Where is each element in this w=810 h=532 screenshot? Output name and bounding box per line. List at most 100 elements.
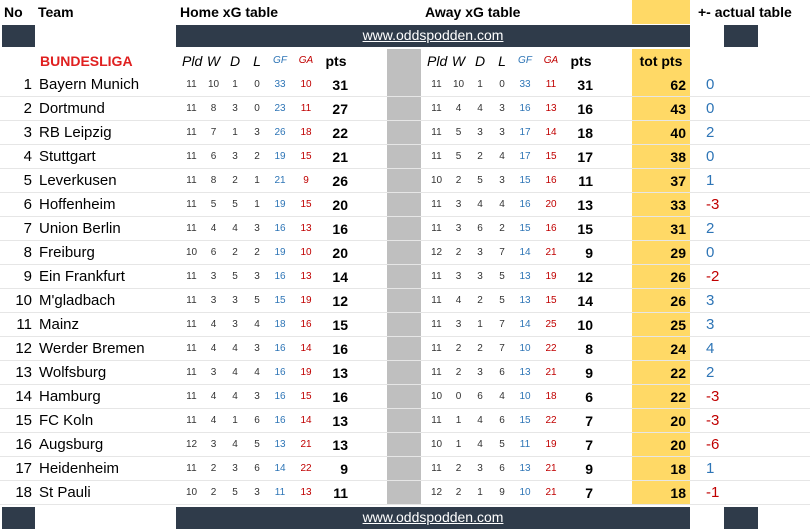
away-d-cell: 2 — [477, 295, 483, 306]
row-number: 4 — [23, 148, 32, 165]
team-name: Augsburg — [39, 436, 104, 453]
tot-pts-cell: 20 — [670, 413, 686, 429]
home-pts-cell: 12 — [332, 293, 348, 309]
home-l-cell: 0 — [254, 79, 260, 90]
away-d-cell: 4 — [477, 199, 483, 210]
away-pld-cell: 11 — [431, 103, 442, 114]
away-w-cell: 1 — [455, 439, 462, 450]
home-d-cell: 3 — [232, 295, 238, 306]
home-ga-cell: 19 — [300, 295, 312, 306]
home-w-cell: 2 — [210, 463, 217, 474]
row-number: 9 — [23, 268, 32, 285]
away-col-ga: GA — [543, 55, 559, 66]
row-number: 8 — [23, 244, 32, 261]
home-w-cell: 5 — [210, 199, 217, 210]
home-w-cell: 3 — [210, 295, 217, 306]
away-pld-cell: 11 — [431, 79, 442, 90]
tot-pts-header-bg — [632, 0, 690, 24]
away-pts-cell: 15 — [577, 221, 593, 237]
away-pld-cell: 11 — [431, 271, 442, 282]
home-d-cell: 5 — [232, 487, 238, 498]
away-pld-cell: 11 — [431, 343, 442, 354]
home-w-cell: 10 — [207, 79, 220, 90]
actual-diff-cell: 0 — [706, 148, 715, 165]
row-gridline — [0, 384, 810, 385]
home-col-gf: GF — [273, 55, 287, 66]
away-d-cell: 3 — [477, 127, 483, 138]
team-name: Freiburg — [39, 244, 95, 261]
away-l-cell: 0 — [499, 79, 505, 90]
home-l-cell: 1 — [254, 199, 260, 210]
home-d-cell: 5 — [232, 271, 238, 282]
row-number: 5 — [23, 172, 32, 189]
home-w-cell: 3 — [210, 271, 217, 282]
home-pld-cell: 11 — [186, 367, 197, 378]
home-d-cell: 4 — [232, 367, 238, 378]
tot-pts-cell: 22 — [670, 365, 686, 381]
home-gf-cell: 16 — [274, 415, 286, 426]
away-pts-cell: 9 — [585, 245, 593, 261]
home-pld-cell: 11 — [186, 343, 197, 354]
home-gf-cell: 23 — [274, 103, 286, 114]
home-l-cell: 3 — [254, 487, 260, 498]
home-gf-cell: 26 — [274, 127, 286, 138]
away-d-cell: 1 — [477, 487, 483, 498]
away-col-pld: Pld — [427, 53, 448, 69]
away-pld-cell: 11 — [431, 319, 442, 330]
away-l-cell: 9 — [499, 487, 505, 498]
row-gridline — [0, 432, 810, 433]
away-w-cell: 3 — [455, 223, 462, 234]
home-l-cell: 3 — [254, 271, 260, 282]
away-gf-cell: 15 — [519, 415, 531, 426]
home-ga-cell: 13 — [300, 223, 312, 234]
away-pts-cell: 7 — [585, 485, 593, 501]
oddspodden-link-bottom[interactable]: www.oddspodden.com — [176, 507, 690, 529]
away-pts-cell: 13 — [577, 197, 593, 213]
away-w-cell: 4 — [455, 295, 462, 306]
tot-pts-cell: 26 — [670, 269, 686, 285]
actual-diff-cell: -6 — [706, 436, 720, 453]
home-pts-cell: 11 — [333, 485, 348, 501]
away-ga-cell: 20 — [545, 199, 557, 210]
team-name: Mainz — [39, 316, 80, 333]
away-w-cell: 2 — [455, 343, 462, 354]
dark-band-left-bottom — [2, 507, 35, 529]
home-d-cell: 1 — [232, 79, 238, 90]
row-gridline — [0, 360, 810, 361]
away-d-cell: 3 — [477, 463, 483, 474]
home-pts-cell: 27 — [332, 101, 348, 117]
row-number: 13 — [15, 364, 32, 381]
away-gf-cell: 10 — [519, 343, 531, 354]
away-pld-cell: 11 — [431, 295, 442, 306]
home-d-cell: 3 — [232, 151, 238, 162]
away-l-cell: 6 — [499, 367, 505, 378]
away-d-cell: 5 — [477, 175, 483, 186]
away-d-cell: 6 — [477, 223, 483, 234]
home-gf-cell: 16 — [274, 223, 286, 234]
home-gf-cell: 19 — [274, 199, 286, 210]
away-pld-cell: 11 — [431, 151, 442, 162]
team-name: Heidenheim — [39, 460, 120, 477]
home-w-cell: 4 — [210, 343, 217, 354]
away-pts-cell: 6 — [585, 389, 593, 405]
away-w-cell: 2 — [455, 367, 462, 378]
away-gf-cell: 17 — [519, 151, 531, 162]
row-number: 14 — [15, 388, 32, 405]
row-gridline — [0, 456, 810, 457]
home-d-cell: 1 — [232, 415, 238, 426]
oddspodden-link-top[interactable]: www.oddspodden.com — [176, 25, 690, 47]
tot-pts-cell: 43 — [670, 101, 686, 117]
away-w-cell: 10 — [452, 79, 465, 90]
away-ga-cell: 16 — [545, 175, 557, 186]
away-d-cell: 1 — [477, 319, 483, 330]
home-ga-cell: 19 — [300, 367, 312, 378]
away-pld-cell: 11 — [431, 415, 442, 426]
team-name: Union Berlin — [39, 220, 121, 237]
away-gf-cell: 17 — [519, 127, 531, 138]
away-gf-cell: 16 — [519, 199, 531, 210]
home-pts-cell: 15 — [332, 317, 348, 333]
tot-pts-cell: 31 — [670, 221, 686, 237]
actual-diff-cell: -3 — [706, 196, 720, 213]
row-gridline — [0, 168, 810, 169]
header-no: No — [4, 4, 23, 20]
